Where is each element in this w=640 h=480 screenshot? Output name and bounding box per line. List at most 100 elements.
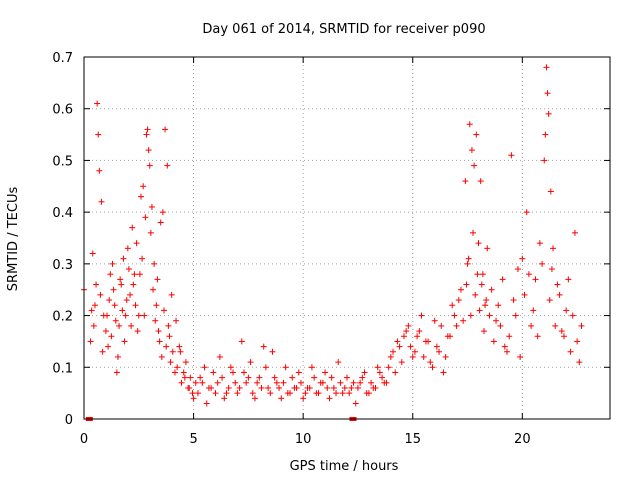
data-point	[147, 229, 154, 236]
data-point	[120, 255, 127, 262]
data-point	[420, 353, 427, 360]
data-point	[462, 178, 469, 185]
data-point	[105, 343, 112, 350]
data-point	[379, 374, 386, 381]
data-point	[306, 384, 313, 391]
data-point	[550, 245, 557, 252]
data-point	[194, 390, 201, 397]
data-point	[390, 348, 397, 355]
data-point	[567, 348, 574, 355]
data-point	[333, 390, 340, 397]
data-point	[352, 400, 359, 407]
data-point	[493, 317, 500, 324]
data-point	[167, 359, 174, 366]
data-point	[308, 364, 315, 371]
data-point	[337, 379, 344, 386]
data-point	[140, 183, 147, 190]
data-point	[571, 229, 578, 236]
data-point	[107, 271, 114, 278]
data-point	[465, 255, 472, 262]
data-point	[97, 291, 104, 298]
data-point	[88, 307, 95, 314]
data-point	[488, 286, 495, 293]
data-point	[542, 131, 549, 138]
y-axis-label: SRMTID / TECUs	[6, 187, 21, 292]
data-point	[214, 379, 221, 386]
data-point	[150, 286, 157, 293]
data-point	[112, 317, 119, 324]
data-point	[164, 162, 171, 169]
data-point	[451, 312, 458, 319]
data-point	[249, 390, 256, 397]
y-tick-label: 0.4	[52, 206, 73, 221]
data-point	[297, 379, 304, 386]
data-point	[552, 322, 559, 329]
data-point	[539, 260, 546, 267]
chart-title: Day 061 of 2014, SRMTID for receiver p09…	[202, 22, 485, 37]
data-point	[300, 395, 307, 402]
data-point	[113, 369, 120, 376]
data-point	[95, 131, 102, 138]
data-point	[350, 379, 357, 386]
data-point	[486, 312, 493, 319]
y-tick-label: 0.1	[52, 361, 73, 376]
data-point	[159, 209, 166, 216]
data-point	[453, 322, 460, 329]
data-point	[212, 390, 219, 397]
data-point	[192, 379, 199, 386]
data-point	[99, 348, 106, 355]
data-point	[477, 178, 484, 185]
data-point	[256, 374, 263, 381]
data-point	[326, 395, 333, 402]
data-point	[530, 307, 537, 314]
data-point	[276, 384, 283, 391]
x-tick-label: 5	[189, 432, 197, 447]
data-point	[442, 353, 449, 360]
data-point	[508, 152, 515, 159]
data-point	[157, 219, 164, 226]
data-point	[162, 126, 169, 133]
x-tick-label: 15	[404, 432, 421, 447]
data-point	[440, 369, 447, 376]
data-point	[122, 312, 129, 319]
data-point	[556, 291, 563, 298]
y-tick-label: 0.6	[52, 103, 73, 118]
data-point	[407, 343, 414, 350]
data-point	[324, 384, 331, 391]
data-point	[123, 297, 130, 304]
data-point	[392, 369, 399, 376]
data-point	[251, 395, 258, 402]
data-point	[223, 390, 230, 397]
data-point	[361, 369, 368, 376]
data-point	[102, 328, 109, 335]
data-point	[269, 348, 276, 355]
data-point	[499, 276, 506, 283]
data-point	[484, 245, 491, 252]
data-point	[243, 379, 250, 386]
data-point	[238, 338, 245, 345]
data-point	[472, 291, 479, 298]
data-point	[501, 343, 508, 350]
data-point	[398, 359, 405, 366]
plot-frame	[83, 56, 611, 420]
data-point	[174, 364, 181, 371]
data-point	[267, 390, 274, 397]
data-point	[201, 364, 208, 371]
grid	[84, 57, 610, 419]
data-point	[474, 271, 481, 278]
data-point	[563, 307, 570, 314]
data-point	[335, 359, 342, 366]
data-point	[322, 369, 329, 376]
data-point	[143, 131, 150, 138]
data-point	[289, 374, 296, 381]
data-point	[506, 333, 513, 340]
data-point	[449, 302, 456, 309]
x-tick-label: 20	[514, 432, 531, 447]
data-point	[136, 271, 143, 278]
data-point	[460, 317, 467, 324]
data-point	[118, 281, 125, 288]
data-point	[273, 379, 280, 386]
data-point	[169, 348, 176, 355]
data-point	[514, 266, 521, 273]
data-point	[247, 359, 254, 366]
